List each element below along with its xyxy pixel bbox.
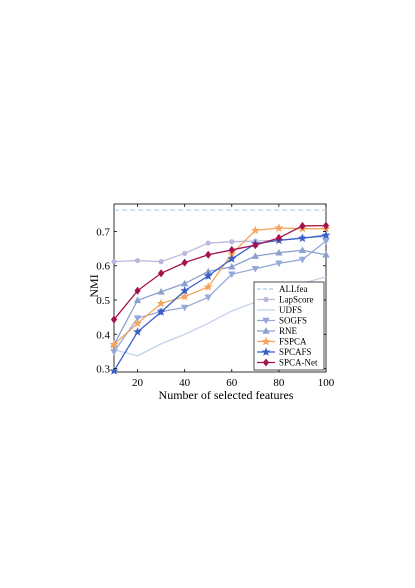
axes: 20 40 60 80 100 0.3 0.4 0.5 0.6 0.7 [96,204,335,389]
data-point-spca-net [322,221,330,230]
y-axis-label: NMI [87,274,101,297]
series-rne [110,246,330,348]
data-point-rne [275,248,283,256]
data-point-lapscore [158,258,164,265]
legend-marker-rne [262,327,270,334]
legend-marker-fspca [261,336,271,346]
data-point-rne [298,246,307,254]
series-line-lapscore [113,236,327,263]
data-point-rne [251,252,260,259]
data-point-rne [228,262,236,270]
data-point-spcafs [109,366,119,375]
data-point-fspca [156,298,166,308]
data-point-lapscore [229,239,235,245]
legend-entry-allfea: ALLfea [257,284,307,294]
data-point-spca-net [299,221,306,231]
data-point-sogfs [180,304,189,312]
data-point-sogfs [322,238,330,245]
data-point-spcafs [203,271,213,280]
legend-marker-spca-net [262,358,270,367]
legend-entry-spcafs: SPCAFS [257,347,312,357]
plot-frame [113,203,327,373]
data-point-spca-net [205,250,212,259]
data-point-lapscore [205,240,211,246]
legend-label-udfs: UDFS [279,305,302,315]
data-point-sogfs [275,260,283,268]
legend-entry-lapscore: LapScore [257,295,313,305]
plot-area [109,203,331,375]
legend-marker-lapscore [263,296,269,303]
y-tick-label: 0.6 [96,261,110,273]
data-point-rne [157,287,165,295]
legend-label-fspca: FSPCA [279,337,307,347]
legend-entry-sogfs: SOGFS [257,316,307,326]
data-point-spca-net [228,245,235,255]
data-point-spca-net [158,269,165,278]
series-line-sogfs [113,240,327,353]
legend-marker-spcafs [261,347,271,356]
legend-label-spca-net: SPCA-Net [279,358,318,368]
data-point-sogfs [228,271,236,279]
data-point-spcafs [321,230,331,240]
legend-label-lapscore: LapScore [279,295,313,305]
data-point-spcafs [297,233,307,243]
data-point-sogfs [251,265,260,273]
data-point-spcafs [156,307,166,316]
data-point-lapscore [134,257,141,264]
x-tick-label: 80 [273,377,285,389]
data-point-lapscore [111,258,117,265]
x-tick-label: 100 [318,377,335,389]
series-line-fspca [113,227,326,346]
legend: ALLfeaLapScoreUDFSSOGFSRNEFSPCASPCAFSSPC… [253,281,325,371]
data-point-spca-net [181,258,188,267]
data-point-fspca [133,318,143,328]
x-tick-label: 20 [132,377,144,389]
x-axis-label: Number of selected features [159,388,294,402]
y-tick-label: 0.5 [96,295,110,307]
data-point-fspca [109,339,119,349]
x-tick-label: 60 [226,377,238,389]
data-point-spcafs [133,327,143,336]
series-line-spca-net [113,224,327,320]
series-line-rne [113,249,327,345]
data-point-sogfs [110,348,118,356]
data-point-sogfs [204,294,212,302]
legend-label-spcafs: SPCAFS [279,347,312,357]
legend-entry-rne: RNE [257,326,298,336]
legend-label-sogfs: SOGFS [279,316,307,326]
data-point-spca-net [275,233,282,243]
data-point-fspca [180,291,190,301]
data-point-lapscore [182,250,188,256]
series-line-spcafs [113,234,327,372]
data-point-rne [180,279,189,287]
data-point-spca-net [110,315,118,324]
data-point-rne [133,296,142,304]
legend-label-allfea: ALLfea [279,284,307,294]
data-point-spcafs [180,285,190,295]
x-tick-label: 40 [179,377,191,389]
series-spca-net [110,221,330,324]
legend-marker-sogfs [262,317,270,325]
legend-entry-spca-net: SPCA-Net [257,358,318,368]
y-tick-label: 0.3 [96,364,110,376]
data-point-sogfs [133,315,142,322]
data-point-sogfs [298,256,307,264]
y-tick-label: 0.4 [96,329,110,341]
legend-entry-udfs: UDFS [257,305,302,315]
data-point-fspca [274,223,284,232]
data-point-spca-net [134,286,141,295]
data-point-spcafs [227,254,237,263]
legend-entry-fspca: FSPCA [257,337,307,347]
data-point-fspca [250,225,260,235]
data-point-fspca [203,282,213,291]
legend-box [253,281,325,371]
data-point-spca-net [252,241,259,250]
y-tick-label: 0.7 [96,226,110,238]
data-point-rne [322,250,330,258]
legend-label-rne: RNE [279,326,298,336]
